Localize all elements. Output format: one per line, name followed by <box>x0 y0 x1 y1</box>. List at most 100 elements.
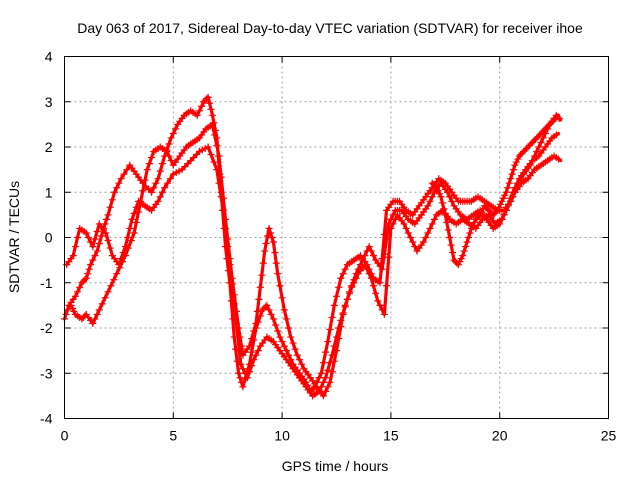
data-point <box>248 348 256 356</box>
data-point <box>406 234 414 241</box>
data-point <box>237 378 245 386</box>
data-point <box>130 209 138 217</box>
data-point <box>387 224 395 232</box>
data-point <box>459 252 467 260</box>
data-point <box>165 140 173 148</box>
data-point <box>330 342 338 350</box>
y-tick-label: -3 <box>40 365 53 381</box>
data-point <box>337 274 345 282</box>
data-point <box>446 234 454 241</box>
data-point <box>237 360 245 368</box>
data-point <box>341 265 349 273</box>
data-point <box>256 283 264 291</box>
series-track-c <box>63 143 563 400</box>
data-point <box>420 238 428 246</box>
data-point <box>269 315 277 323</box>
data-point <box>437 193 445 201</box>
data-point <box>291 345 299 353</box>
data-point <box>359 256 367 264</box>
data-point <box>234 333 242 341</box>
data-point <box>363 265 371 273</box>
data-point <box>512 158 520 166</box>
data-point <box>466 229 474 237</box>
data-point <box>280 342 288 350</box>
data-point <box>315 387 323 395</box>
data-point <box>478 208 486 216</box>
data-point <box>431 182 439 190</box>
data-point <box>163 179 171 187</box>
data-point <box>262 240 270 248</box>
data-point <box>198 102 206 110</box>
data-point <box>341 301 349 309</box>
data-point <box>443 188 451 196</box>
data-point <box>337 316 345 324</box>
data-point <box>274 327 282 335</box>
data-point <box>507 175 515 183</box>
data-point <box>282 315 290 323</box>
data-point <box>211 131 219 139</box>
data-point <box>87 238 95 246</box>
data-point <box>440 205 448 213</box>
data-point <box>111 188 119 196</box>
data-point <box>348 283 356 291</box>
data-point <box>317 369 325 377</box>
data-point <box>132 203 140 211</box>
data-point <box>409 238 417 246</box>
data-point <box>71 292 79 300</box>
data-point <box>435 190 443 198</box>
data-point <box>245 342 253 350</box>
data-point <box>326 359 334 367</box>
data-point <box>148 188 156 196</box>
data-point <box>258 271 266 279</box>
data-point <box>126 224 134 232</box>
data-point <box>496 200 504 208</box>
data-point <box>124 234 132 241</box>
data-point <box>426 197 434 205</box>
data-point <box>322 374 330 382</box>
data-point <box>361 252 369 260</box>
data-point <box>87 261 95 269</box>
data-point <box>132 218 140 226</box>
data-point <box>411 243 419 251</box>
data-point <box>385 253 393 261</box>
data-point <box>309 384 317 392</box>
data-point <box>250 356 258 364</box>
data-point <box>509 166 517 174</box>
data-point <box>339 270 347 278</box>
data-point <box>282 347 290 355</box>
data-point <box>235 347 243 355</box>
data-point <box>74 234 82 241</box>
y-tick-label: 0 <box>45 230 53 246</box>
data-point <box>430 215 438 223</box>
data-point <box>158 160 166 168</box>
data-point <box>130 229 138 237</box>
data-point <box>265 224 273 232</box>
data-point <box>104 237 112 245</box>
y-tick-label: 2 <box>45 139 53 155</box>
data-point <box>498 215 506 223</box>
data-point <box>278 294 286 302</box>
chart-title: Day 063 of 2017, Sidereal Day-to-day VTE… <box>77 20 583 36</box>
data-point <box>319 378 327 386</box>
data-point <box>76 283 84 291</box>
data-point <box>70 307 78 315</box>
series-track-a <box>61 93 563 395</box>
data-point <box>82 274 90 282</box>
data-point <box>350 279 358 287</box>
data-point <box>378 265 386 273</box>
data-point <box>315 374 323 382</box>
data-point <box>208 111 216 119</box>
data-point <box>492 208 500 216</box>
data-point <box>324 338 332 346</box>
x-tick-label: 20 <box>492 428 508 444</box>
data-point <box>319 359 327 367</box>
data-point <box>508 170 516 178</box>
data-point <box>511 161 519 169</box>
data-point <box>287 333 295 341</box>
data-point <box>317 383 325 391</box>
data-point <box>367 274 375 282</box>
data-point <box>272 259 280 267</box>
data-point <box>499 194 507 202</box>
data-point <box>389 220 397 228</box>
data-point <box>462 243 470 251</box>
